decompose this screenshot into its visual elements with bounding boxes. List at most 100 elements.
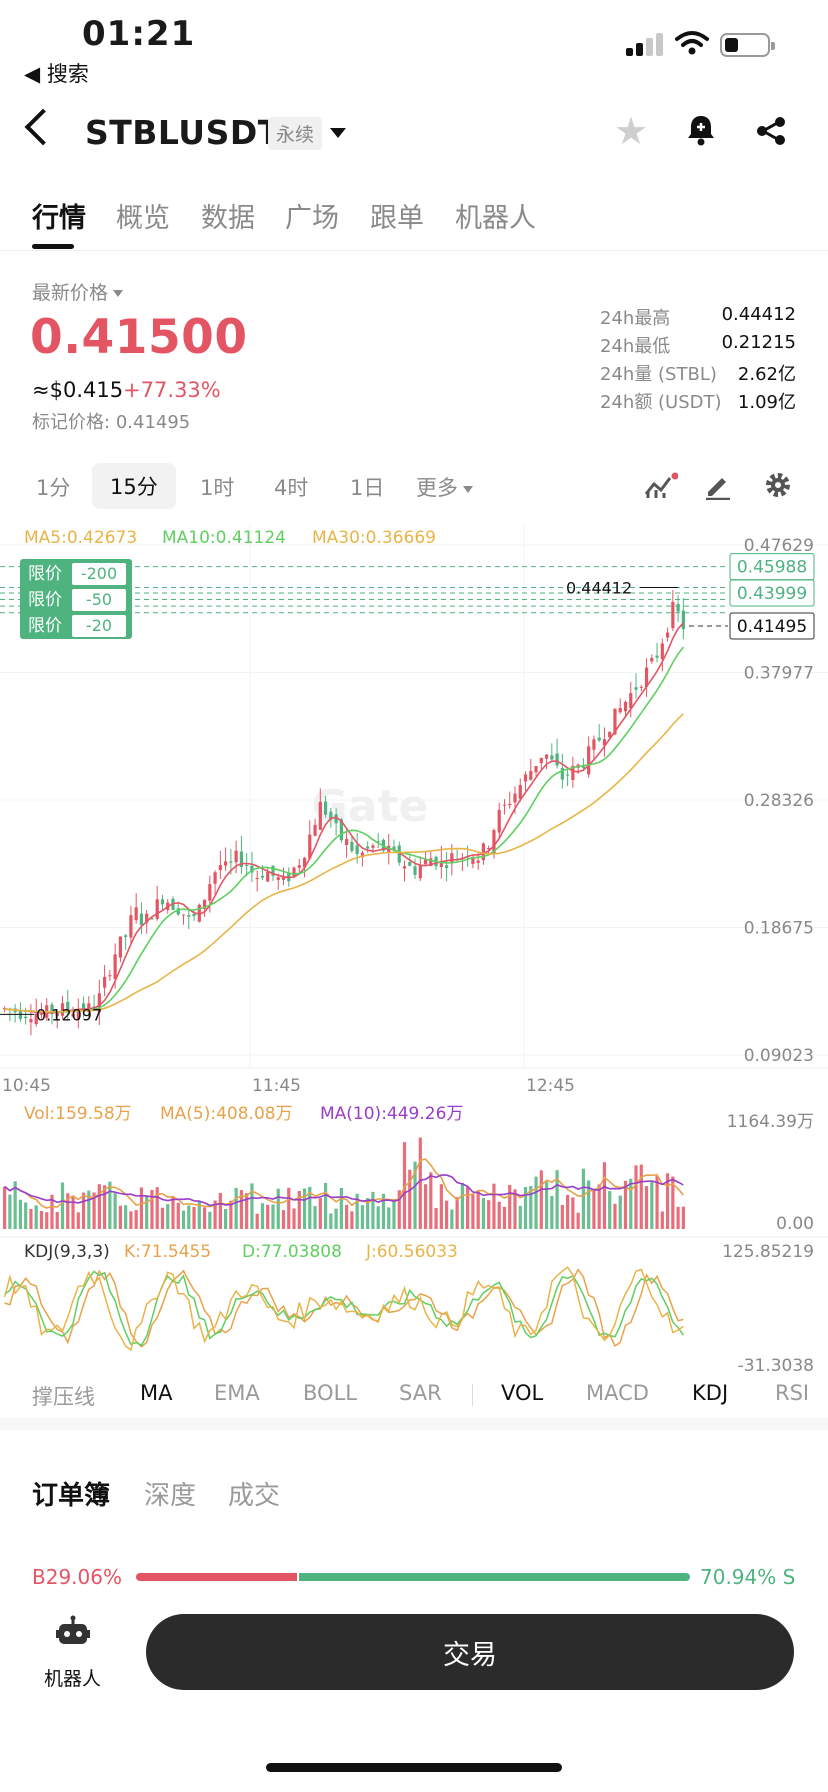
volume-bar xyxy=(18,1199,23,1229)
indicator-rsi[interactable]: RSI xyxy=(775,1381,810,1405)
limit-label: 限价 xyxy=(28,616,62,636)
candle-body xyxy=(313,824,317,836)
volume-bar xyxy=(213,1200,217,1229)
kdj-y-label: -31.3038 xyxy=(738,1356,814,1373)
candle-body xyxy=(366,846,370,849)
volume-bar xyxy=(260,1203,265,1229)
indicator-sar[interactable]: SAR xyxy=(399,1381,442,1405)
volume-bar xyxy=(129,1211,133,1229)
pair-dropdown-icon[interactable] xyxy=(330,128,346,138)
candle-body xyxy=(429,858,433,867)
wifi-icon xyxy=(675,31,709,55)
robot-label[interactable]: 机器人 xyxy=(44,1668,102,1690)
candle-body xyxy=(392,846,396,851)
candle-body xyxy=(302,857,307,868)
volume-bar xyxy=(308,1186,312,1229)
pair-title[interactable]: STBLUSDT xyxy=(85,113,281,152)
ma-line xyxy=(4,646,685,1013)
tab-trades[interactable]: 成交 xyxy=(228,1481,281,1511)
volume-ma-line xyxy=(4,1174,684,1207)
indicator-support-resistance[interactable]: 撑压线 xyxy=(32,1385,95,1409)
tab-orderbook[interactable]: 订单簿 xyxy=(32,1481,111,1511)
candle-body xyxy=(534,766,538,773)
volume-bar xyxy=(345,1204,349,1229)
candle-body xyxy=(608,731,612,738)
candle-body xyxy=(50,1004,54,1015)
contract-type-badge: 永续 xyxy=(268,117,323,150)
tab-bot[interactable]: 机器人 xyxy=(455,203,536,234)
volume-bar xyxy=(150,1189,154,1229)
volume-bar xyxy=(192,1206,196,1229)
candle-body xyxy=(66,1001,70,1012)
share-icon[interactable] xyxy=(756,116,786,146)
buy-ratio-bar xyxy=(136,1573,297,1581)
candle-body xyxy=(539,758,543,764)
volume-bar xyxy=(571,1197,575,1229)
price-chart[interactable]: Gate MA5:0.42673 MA10:0.41124 MA30:0.36669… xyxy=(0,523,828,1373)
indicator-macd[interactable]: MACD xyxy=(586,1381,649,1405)
volume-bar xyxy=(329,1213,333,1229)
candle-body xyxy=(555,753,559,766)
interval-more[interactable]: 更多 xyxy=(416,472,473,502)
tab-square[interactable]: 广场 xyxy=(285,203,339,234)
tab-market[interactable]: 行情 xyxy=(32,203,86,234)
draw-pen-icon[interactable] xyxy=(704,472,732,500)
latest-price-label[interactable]: 最新价格 xyxy=(32,278,124,305)
chart-settings-gear-icon[interactable] xyxy=(764,471,792,499)
candle-body xyxy=(355,845,359,855)
interval-4h[interactable]: 4时 xyxy=(274,476,309,500)
favorite-star-icon[interactable]: ★ xyxy=(614,109,649,153)
price-alert-bell-icon[interactable] xyxy=(686,114,716,146)
interval-1h[interactable]: 1时 xyxy=(200,476,235,500)
section-gap xyxy=(0,1418,828,1430)
candle-body xyxy=(76,1009,80,1020)
tab-overview[interactable]: 概览 xyxy=(116,203,170,234)
volume-bar xyxy=(166,1204,170,1229)
robot-icon[interactable] xyxy=(56,1615,90,1649)
y-axis-label: 0.47629 xyxy=(744,536,814,556)
volume-bar xyxy=(581,1168,585,1229)
volume-bar xyxy=(608,1191,612,1229)
volume-bar xyxy=(55,1211,59,1229)
candle-body xyxy=(55,1012,59,1017)
indicator-kdj[interactable]: KDJ xyxy=(692,1381,729,1405)
volume-bar xyxy=(623,1180,628,1229)
volume-bar xyxy=(418,1137,422,1229)
tab-data[interactable]: 数据 xyxy=(201,203,255,234)
interval-1d[interactable]: 1日 xyxy=(350,476,385,500)
candle-body xyxy=(129,915,133,938)
volume-panel: Vol:159.58万 MA(5):408.08万 MA(10):449.26万 11… xyxy=(3,1104,814,1234)
volume-bar xyxy=(450,1209,454,1229)
volume-bar xyxy=(3,1186,7,1229)
volume-bar xyxy=(208,1211,212,1229)
volume-bar xyxy=(39,1211,44,1229)
volume-bar xyxy=(224,1208,228,1229)
tab-copy-trade[interactable]: 跟单 xyxy=(370,203,424,234)
interval-15m[interactable]: 15分 xyxy=(92,463,176,509)
volume-bar xyxy=(218,1193,222,1229)
candle-body xyxy=(529,770,533,780)
last-price: 0.41500 xyxy=(30,310,248,365)
candle-body xyxy=(318,801,322,830)
volume-bar xyxy=(629,1178,633,1229)
kdj-label: D:77.03808 xyxy=(242,1242,342,1262)
back-to-search-link[interactable]: ◀ 搜索 xyxy=(24,62,89,86)
indicator-settings-icon[interactable] xyxy=(644,472,678,500)
indicator-vol[interactable]: VOL xyxy=(501,1381,544,1405)
tab-depth[interactable]: 深度 xyxy=(144,1481,197,1511)
volume-bar xyxy=(413,1161,417,1229)
interval-1m[interactable]: 1分 xyxy=(36,476,71,500)
indicator-ma[interactable]: MA xyxy=(140,1381,173,1405)
volume-bar xyxy=(429,1172,433,1229)
candle-body xyxy=(81,1003,86,1012)
volume-bar xyxy=(423,1184,428,1229)
ma-label: MA5:0.42673 xyxy=(24,528,137,548)
indicator-ema[interactable]: EMA xyxy=(214,1381,260,1405)
y-axis-label: 0.28326 xyxy=(744,791,814,811)
back-arrow-icon[interactable] xyxy=(24,108,62,146)
indicator-boll[interactable]: BOLL xyxy=(303,1381,357,1405)
candle-body xyxy=(245,864,249,866)
trade-button[interactable]: 交易 xyxy=(146,1614,794,1690)
price-tag: 0.43999 xyxy=(737,584,807,604)
candle-body xyxy=(439,860,443,868)
